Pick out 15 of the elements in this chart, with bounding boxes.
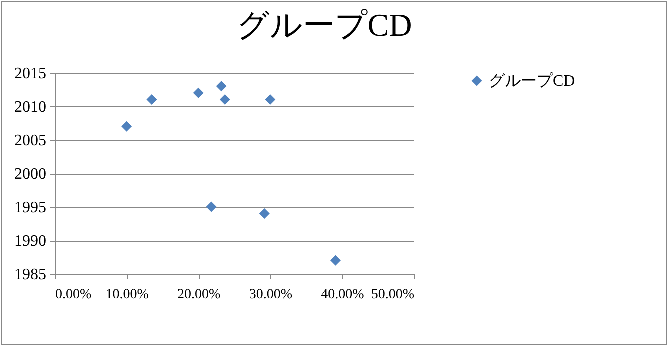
- x-tick-label: 50.00%: [371, 288, 415, 302]
- y-tick-label: 2010: [14, 99, 46, 116]
- y-tick-label: 2000: [14, 166, 46, 183]
- y-tick-label: 2015: [14, 66, 46, 82]
- y-tick-label: 1995: [14, 200, 46, 216]
- x-tick-label: 20.00%: [178, 288, 222, 302]
- x-tick-label: 10.00%: [106, 288, 150, 302]
- x-tick-label: 0.00%: [56, 288, 92, 302]
- legend-label: グループCD: [489, 72, 576, 90]
- y-tick-label: 2005: [14, 132, 46, 150]
- y-tick-label: 1990: [14, 233, 46, 250]
- x-tick-label: 30.00%: [249, 288, 293, 302]
- y-tick-label: 1985: [14, 266, 46, 284]
- x-tick-label: 40.00%: [321, 288, 365, 302]
- chart-title: グループCD: [236, 7, 412, 43]
